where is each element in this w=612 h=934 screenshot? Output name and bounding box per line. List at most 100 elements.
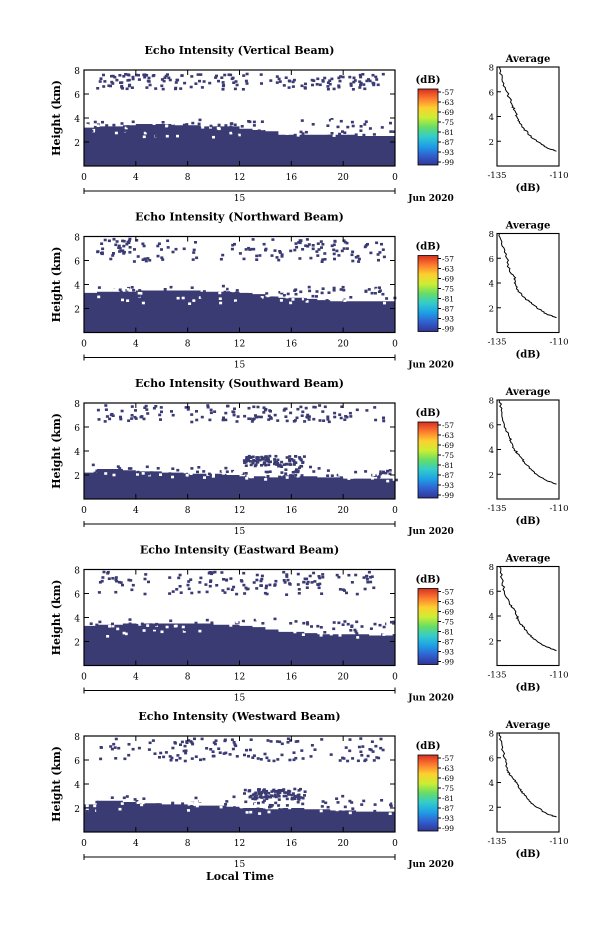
echo-cell bbox=[186, 297, 190, 301]
echo-cell bbox=[372, 83, 376, 87]
echo-cell bbox=[199, 73, 203, 76]
echo-cell bbox=[160, 410, 163, 414]
echo-cell bbox=[230, 118, 234, 122]
panel-1: Echo Intensity (Northward Beam)Height (k… bbox=[50, 211, 569, 371]
profile-y-tick-label: 6 bbox=[489, 255, 494, 265]
echo-cell bbox=[356, 759, 360, 763]
echo-cell bbox=[137, 291, 141, 295]
echo-cell bbox=[366, 580, 370, 584]
x-tick-label: 8 bbox=[185, 839, 191, 849]
echo-cell bbox=[221, 809, 225, 813]
echo-cell bbox=[114, 243, 118, 247]
echo-cell bbox=[168, 633, 172, 636]
echo-cell bbox=[211, 475, 215, 478]
echo-cell bbox=[381, 748, 385, 752]
echo-cell bbox=[134, 417, 138, 420]
y-tick-label: 2 bbox=[74, 306, 80, 316]
echo-cell bbox=[376, 253, 380, 256]
echo-cell bbox=[251, 461, 255, 465]
colorbar-tick-label: -81 bbox=[442, 794, 454, 803]
echo-cell bbox=[275, 740, 279, 743]
echo-cell bbox=[243, 811, 247, 815]
echo-cell bbox=[342, 247, 346, 250]
echo-cell bbox=[225, 470, 229, 473]
echo-cell bbox=[317, 467, 321, 470]
echo-cell bbox=[232, 806, 236, 809]
echo-cell bbox=[115, 473, 119, 477]
echo-cell bbox=[175, 588, 179, 591]
echo-cell bbox=[336, 125, 340, 129]
echo-cell bbox=[244, 472, 248, 475]
colorbar-tick-label: -63 bbox=[442, 598, 454, 607]
echo-cell bbox=[93, 804, 97, 808]
x-tick-label: 20 bbox=[337, 173, 349, 183]
echo-cell bbox=[235, 620, 239, 624]
echo-cell bbox=[202, 290, 206, 293]
echo-cell bbox=[194, 806, 198, 809]
echo-cell bbox=[366, 119, 370, 122]
echo-cell bbox=[318, 419, 322, 422]
colorbar-unit: (dB) bbox=[416, 741, 441, 752]
echo-cell bbox=[385, 297, 389, 300]
echo-cell bbox=[304, 130, 308, 134]
echo-cell bbox=[265, 584, 268, 588]
echo-cell bbox=[120, 409, 124, 413]
panel-title: Echo Intensity (Westward Beam) bbox=[138, 710, 340, 723]
y-tick-label: 8 bbox=[74, 567, 80, 577]
echo-cell bbox=[232, 413, 236, 417]
echo-cell bbox=[326, 474, 330, 477]
echo-cell bbox=[138, 289, 142, 292]
x-tick-label: 12 bbox=[234, 506, 245, 516]
echo-cell bbox=[149, 807, 153, 810]
echo-cell bbox=[147, 80, 151, 83]
echo-cell bbox=[377, 756, 381, 760]
echo-cell bbox=[318, 404, 322, 407]
echo-cell bbox=[200, 296, 204, 299]
echo-cell bbox=[194, 82, 198, 85]
echo-cell bbox=[175, 758, 179, 762]
echo-cell bbox=[355, 121, 359, 125]
echo-cell bbox=[350, 581, 354, 584]
echo-cell bbox=[171, 803, 175, 806]
echo-cell bbox=[122, 132, 126, 136]
echo-cell bbox=[159, 124, 163, 127]
echo-cell bbox=[207, 472, 211, 476]
echo-cell bbox=[321, 243, 325, 246]
echo-cell bbox=[247, 406, 251, 410]
echo-cell bbox=[337, 85, 341, 89]
echo-cell bbox=[311, 83, 314, 87]
echo-cell bbox=[223, 591, 227, 594]
echo-cell bbox=[359, 750, 363, 754]
echo-cell bbox=[229, 122, 233, 125]
echo-cell bbox=[180, 74, 184, 77]
echo-cell bbox=[150, 130, 154, 133]
echo-cell bbox=[348, 75, 352, 79]
echo-cell bbox=[245, 72, 249, 76]
echo-cell bbox=[198, 118, 202, 122]
echo-cell bbox=[232, 585, 236, 589]
echo-cell bbox=[111, 622, 114, 626]
echo-cell bbox=[279, 805, 283, 809]
echo-cell bbox=[338, 413, 342, 416]
echo-cell bbox=[286, 741, 290, 744]
echo-cell bbox=[311, 247, 315, 251]
echo-cell bbox=[235, 134, 239, 137]
echo-cell bbox=[234, 301, 238, 305]
echo-cell bbox=[112, 127, 116, 130]
echo-cell bbox=[291, 298, 295, 301]
colorbar-tick-label: -93 bbox=[442, 148, 454, 157]
echo-cell bbox=[306, 245, 310, 248]
echo-cell bbox=[310, 581, 314, 584]
echo-cell bbox=[141, 301, 145, 305]
echo-cell bbox=[338, 588, 342, 591]
profile-frame bbox=[496, 732, 560, 833]
echo-cell bbox=[271, 789, 275, 793]
echo-cell bbox=[227, 291, 231, 294]
echo-cell bbox=[159, 476, 163, 480]
echo-cell bbox=[355, 620, 359, 624]
echo-cell bbox=[274, 806, 278, 809]
echo-cell bbox=[242, 571, 246, 575]
panel-title: Echo Intensity (Eastward Beam) bbox=[140, 544, 339, 557]
echo-cell bbox=[280, 753, 284, 757]
echo-cell bbox=[357, 745, 361, 749]
